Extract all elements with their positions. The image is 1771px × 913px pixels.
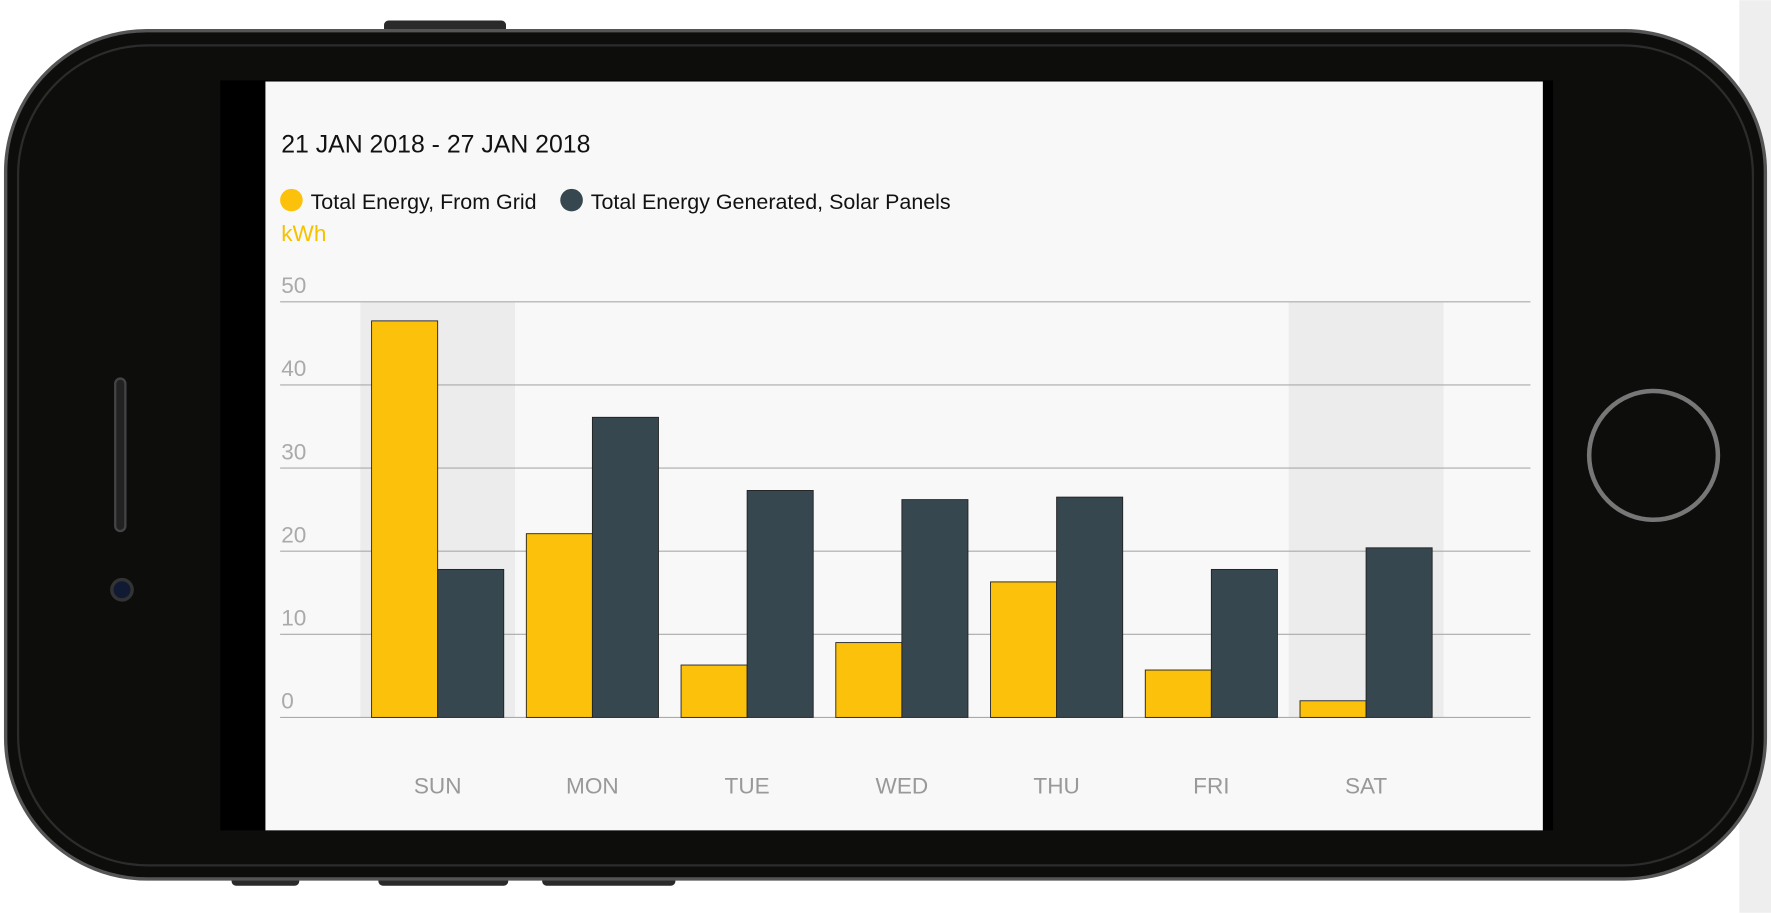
bar <box>901 499 969 718</box>
x-tick-label: SUN <box>414 773 462 798</box>
y-tick-label: 30 <box>281 439 306 464</box>
x-tick-label: THU <box>1033 773 1079 798</box>
y-axis-label: kWh <box>281 221 326 246</box>
y-tick-label: 20 <box>281 522 306 547</box>
y-tick-label: 10 <box>281 606 306 631</box>
y-tick-label: 40 <box>281 356 306 381</box>
legend-swatch <box>560 188 583 212</box>
bar <box>1299 700 1367 718</box>
bar <box>680 664 748 718</box>
bar <box>371 320 439 718</box>
legend-label: Total Energy Generated, Solar Panels <box>591 190 951 214</box>
chart-title: 21 JAN 2018 - 27 JAN 2018 <box>281 131 590 158</box>
y-tick-label: 50 <box>281 273 306 298</box>
legend-swatch <box>280 188 303 212</box>
x-tick-label: TUE <box>725 773 770 798</box>
bar <box>591 416 659 718</box>
bar <box>1365 547 1433 718</box>
home-button <box>1586 388 1721 523</box>
plot: Total Energy, From Grid Total Energy Gene… <box>280 188 1531 798</box>
x-tick-label: MON <box>566 773 619 798</box>
x-tick-label: FRI <box>1193 773 1229 798</box>
phone-bezel <box>16 44 1755 867</box>
legend-label: Total Energy, From Grid <box>311 190 537 214</box>
y-tick-label: 0 <box>281 689 294 714</box>
speaker <box>114 377 127 533</box>
bar <box>1144 669 1212 718</box>
bar <box>437 568 505 718</box>
x-tick-label: SAT <box>1345 773 1387 798</box>
bar <box>1056 496 1124 718</box>
bar <box>525 533 593 718</box>
camera <box>110 577 134 602</box>
bar <box>990 581 1058 718</box>
bar <box>835 642 903 718</box>
x-tick-label: WED <box>876 773 929 798</box>
bar <box>746 490 814 718</box>
bar <box>1210 568 1278 718</box>
